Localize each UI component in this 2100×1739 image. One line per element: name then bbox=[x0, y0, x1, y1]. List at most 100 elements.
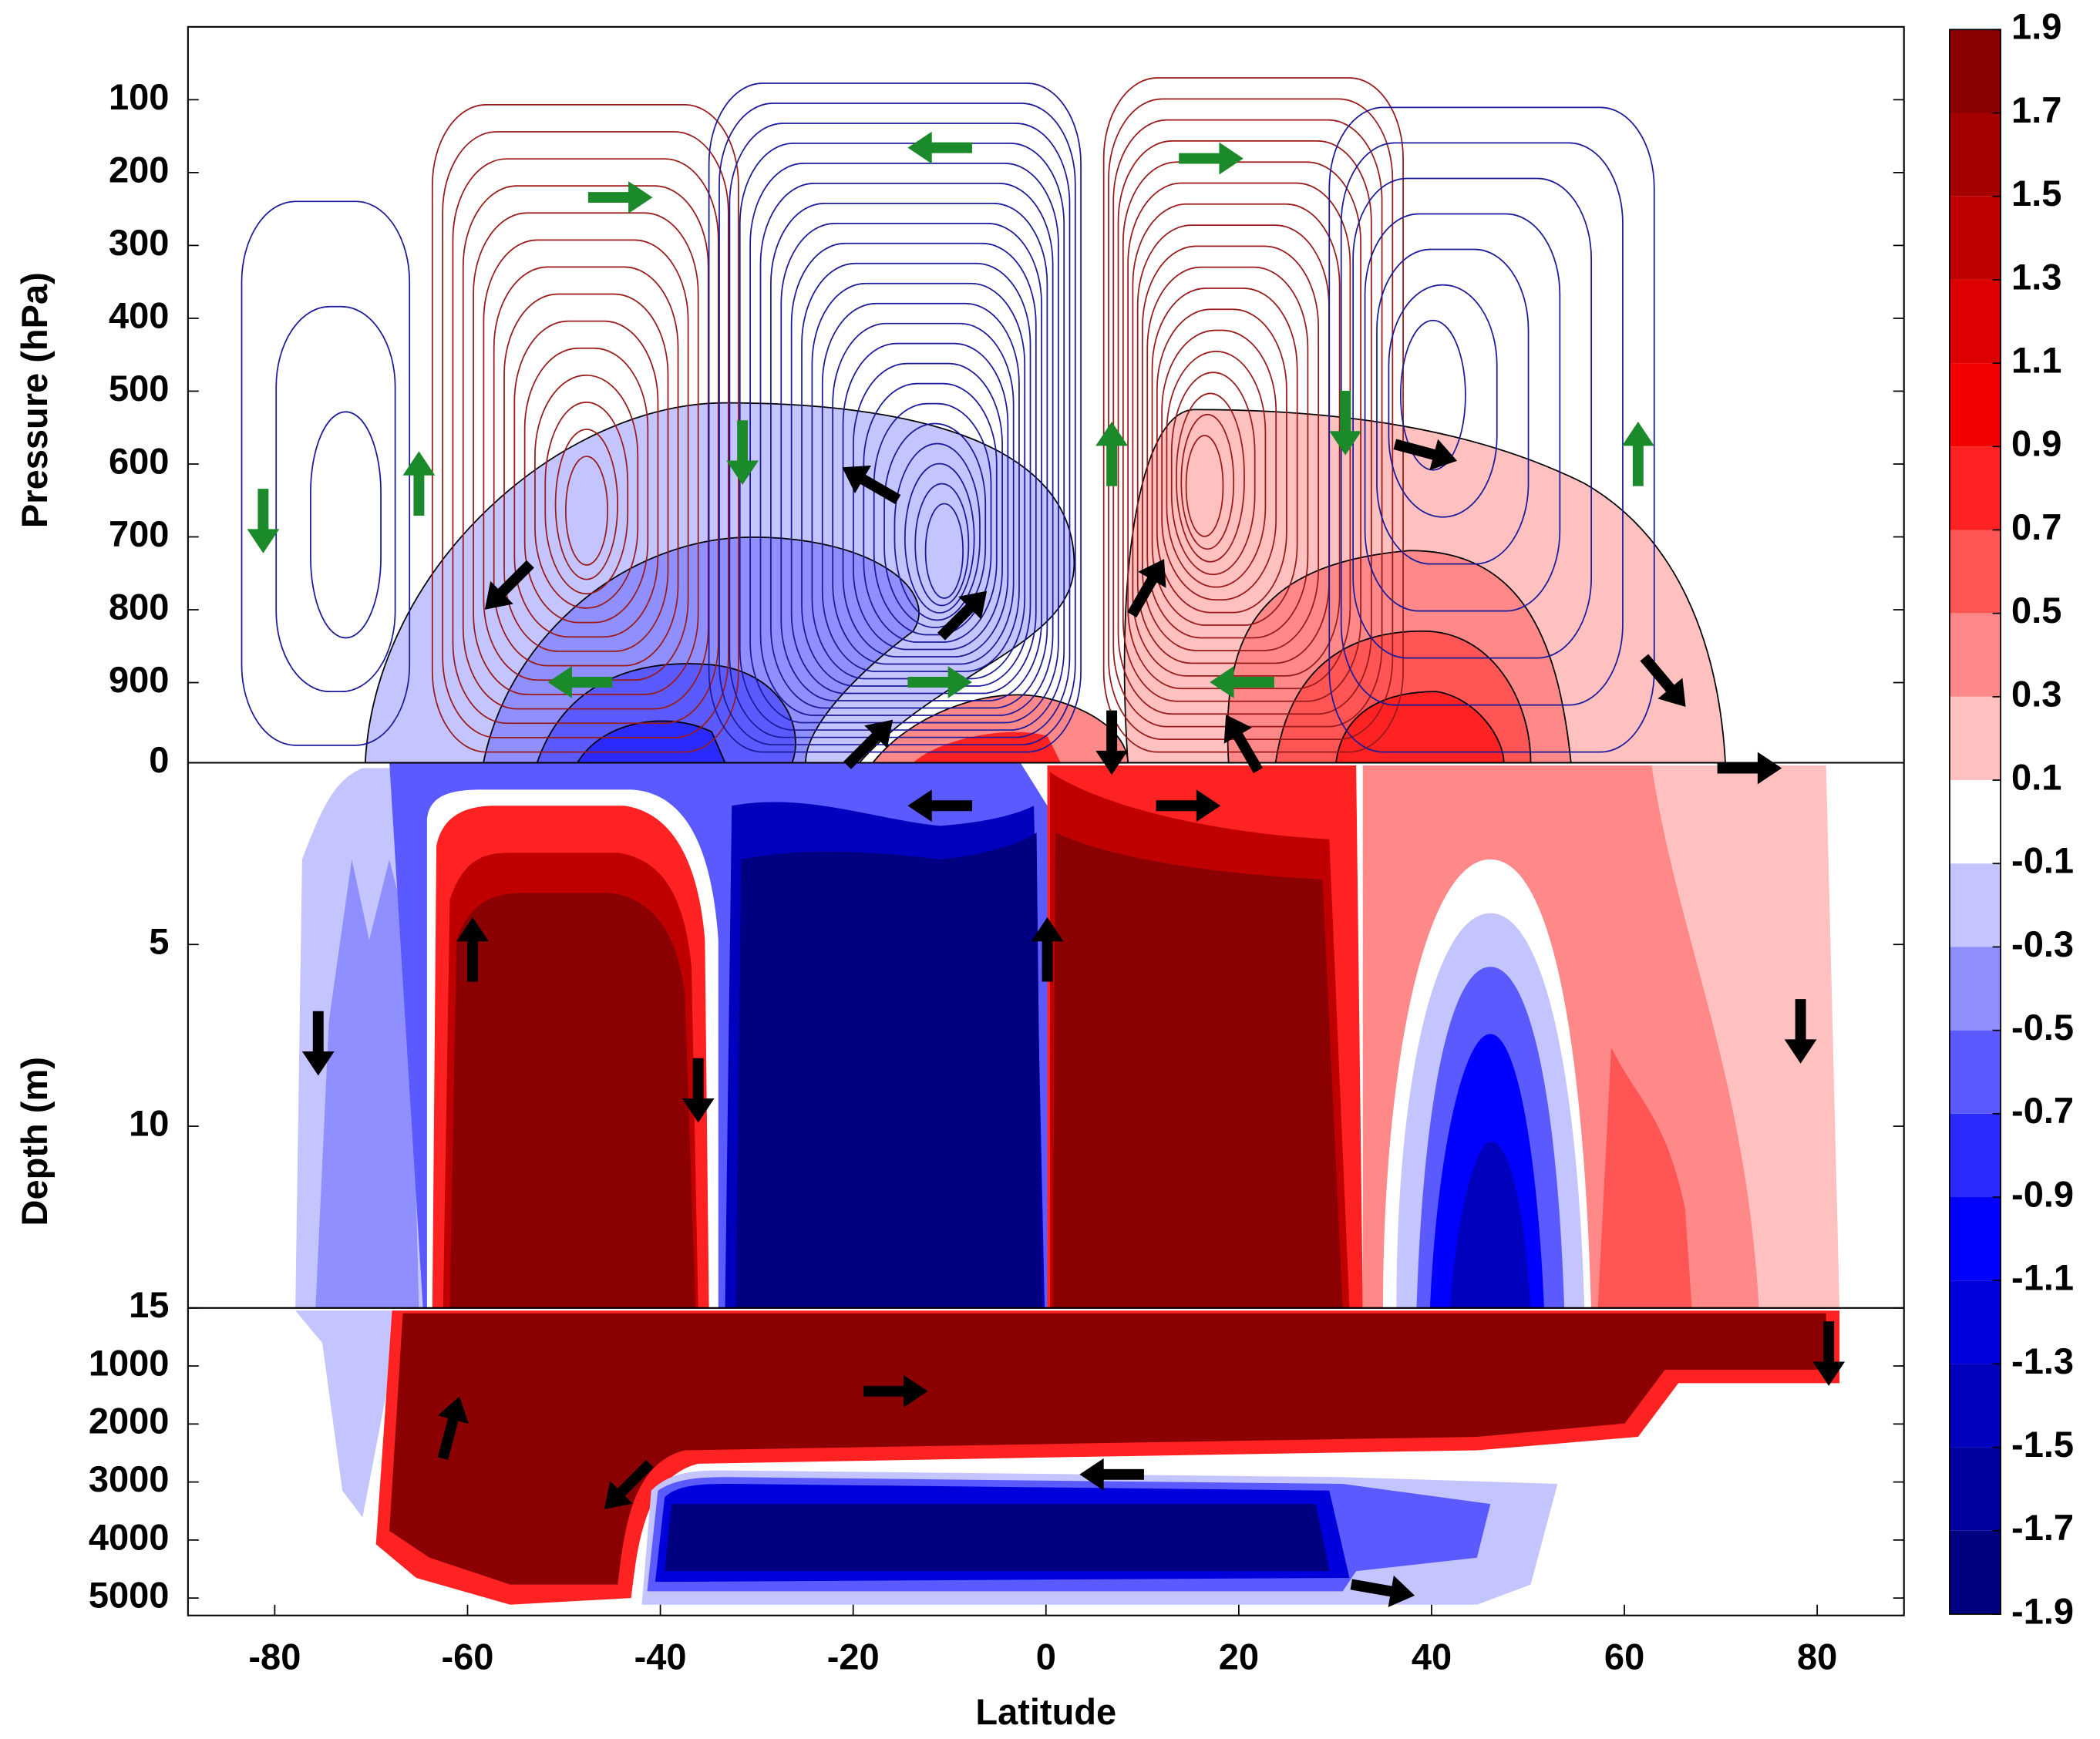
contour-lines bbox=[241, 77, 1655, 753]
colorbar-band bbox=[1949, 1030, 2001, 1114]
colorbar-band bbox=[1949, 863, 2001, 947]
field bbox=[1334, 691, 1505, 764]
contour-line bbox=[883, 422, 987, 628]
arrow bbox=[1621, 422, 1654, 486]
contour-line bbox=[503, 293, 669, 652]
contour-line bbox=[1117, 140, 1372, 715]
arrow bbox=[1223, 715, 1263, 774]
y-tick-label: 100 bbox=[109, 76, 169, 117]
arrow bbox=[1095, 422, 1129, 486]
arrow bbox=[1350, 1575, 1415, 1608]
contour-line bbox=[523, 347, 649, 624]
y-tick-label: 400 bbox=[109, 294, 169, 335]
arrow bbox=[1812, 1321, 1846, 1386]
contour-line bbox=[729, 123, 1071, 738]
arrow bbox=[1095, 710, 1129, 775]
colorbar-band bbox=[1949, 196, 2001, 280]
field bbox=[913, 732, 1061, 763]
colorbar-band bbox=[1949, 1364, 2001, 1448]
arrow bbox=[604, 1459, 654, 1510]
y-axis-label: Pressure (hPa) bbox=[14, 272, 55, 528]
arrow bbox=[1717, 752, 1782, 785]
contour-line bbox=[1328, 106, 1655, 753]
arrow bbox=[1210, 666, 1274, 698]
contour-line bbox=[1176, 392, 1245, 563]
arrow bbox=[1031, 917, 1064, 982]
contour-line bbox=[863, 382, 998, 643]
contour-line bbox=[1399, 319, 1466, 471]
colorbar: 1.9 1.7 1.5 1.3 1.1 0.9 0.7 0.5 0.3 0.1 -0.1 -0.3 -0… bbox=[1949, 6, 2074, 1631]
field bbox=[315, 859, 419, 1308]
field bbox=[1450, 1141, 1531, 1308]
x-tick-label: 20 bbox=[1219, 1636, 1259, 1677]
arrow bbox=[402, 451, 436, 516]
contour-line bbox=[708, 82, 1082, 753]
field bbox=[1052, 832, 1343, 1308]
contour-line bbox=[924, 503, 964, 599]
colorbar-band bbox=[1949, 530, 2001, 614]
y-tick-label: 3000 bbox=[89, 1458, 170, 1499]
y-tick-label: 600 bbox=[109, 440, 169, 481]
contour-line bbox=[1376, 248, 1530, 565]
arrow bbox=[907, 131, 972, 164]
arrow bbox=[1079, 1458, 1144, 1491]
colorbar-frame bbox=[1949, 29, 2001, 1615]
contour-line bbox=[452, 158, 719, 725]
contour-line bbox=[749, 163, 1059, 724]
field bbox=[1597, 1047, 1692, 1308]
contour-line bbox=[1142, 245, 1320, 651]
contour-line bbox=[790, 242, 1037, 695]
field bbox=[871, 694, 1129, 764]
field bbox=[389, 1313, 1826, 1585]
arrow bbox=[301, 1011, 335, 1076]
colorbar-band bbox=[1949, 947, 2001, 1031]
x-axis-label: Latitude bbox=[975, 1691, 1116, 1732]
arrow bbox=[547, 666, 613, 698]
arrow bbox=[587, 181, 653, 214]
contour-line bbox=[1146, 266, 1309, 639]
contour-line bbox=[554, 429, 619, 580]
arrow bbox=[907, 666, 972, 698]
y-tick-label: 700 bbox=[109, 513, 169, 554]
arrow bbox=[1393, 439, 1458, 470]
contour-line bbox=[1108, 98, 1394, 740]
fields bbox=[241, 77, 1846, 1608]
contour-line bbox=[832, 322, 1015, 665]
colorbar-tick-label: 0.7 bbox=[2011, 506, 2061, 547]
colorbar-band bbox=[1949, 780, 2001, 864]
colorbar-tick-label: -1.5 bbox=[2011, 1424, 2074, 1465]
y-tick-label: 2000 bbox=[89, 1401, 170, 1441]
colorbar-band bbox=[1949, 29, 2001, 113]
arrow bbox=[484, 560, 534, 610]
arrow bbox=[1329, 390, 1362, 456]
y-tick-label: 4000 bbox=[89, 1516, 170, 1557]
colorbar-tick-label: 0.9 bbox=[2011, 423, 2061, 464]
y-tick-label: 5000 bbox=[89, 1575, 170, 1616]
arrow bbox=[1127, 559, 1166, 617]
colorbar-band bbox=[1949, 696, 2001, 781]
colorbar-band bbox=[1949, 446, 2001, 530]
arrow bbox=[681, 1058, 715, 1123]
arrow bbox=[1784, 999, 1817, 1064]
y-axis-label: Depth (m) bbox=[14, 1057, 55, 1226]
y-tick-label: 500 bbox=[109, 368, 169, 409]
colorbar-tick-label: 0.3 bbox=[2011, 673, 2061, 714]
arrow bbox=[863, 1374, 928, 1408]
arrow bbox=[1640, 654, 1686, 708]
y-tick-label: 1000 bbox=[89, 1342, 170, 1383]
contour-line bbox=[1364, 213, 1561, 612]
field bbox=[735, 832, 1042, 1308]
contour-line bbox=[544, 402, 629, 595]
colorbar-band bbox=[1949, 1197, 2001, 1281]
colorbar-tick-label: -0.7 bbox=[2011, 1090, 2074, 1131]
x-tick-label: -80 bbox=[248, 1636, 301, 1677]
x-tick-label: 40 bbox=[1412, 1636, 1452, 1677]
contour-line bbox=[534, 374, 639, 609]
arrow bbox=[937, 590, 988, 641]
colorbar-band bbox=[1949, 279, 2001, 364]
contour-line bbox=[894, 442, 981, 621]
colorbar-tick-label: -1.7 bbox=[2011, 1507, 2074, 1548]
contour-line bbox=[759, 183, 1054, 716]
contour-line bbox=[770, 202, 1048, 709]
arrow bbox=[843, 719, 894, 769]
